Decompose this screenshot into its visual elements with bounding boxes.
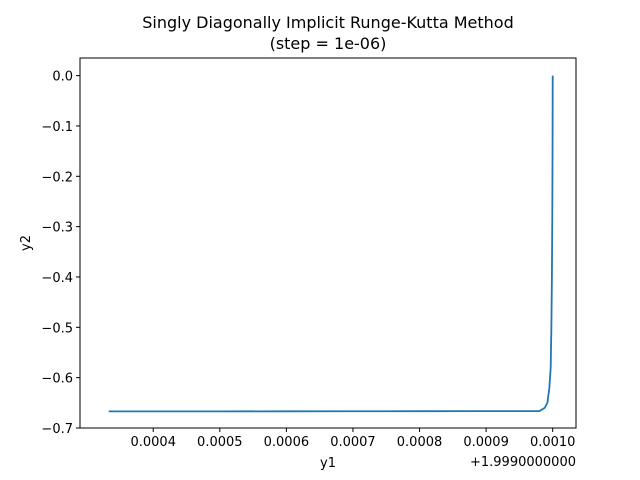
y-tick-label: −0.6 bbox=[41, 372, 73, 387]
y-axis-label: y2 bbox=[19, 235, 34, 251]
y-tick-label: −0.4 bbox=[41, 271, 73, 286]
x-axis-offset-label: +1.9990000000 bbox=[470, 455, 576, 470]
x-tick-label: 0.0008 bbox=[397, 435, 443, 450]
x-axis-label: y1 bbox=[320, 456, 336, 471]
chart-title: Singly Diagonally Implicit Runge-Kutta M… bbox=[142, 13, 514, 32]
x-tick-label: 0.0005 bbox=[197, 435, 243, 450]
data-series bbox=[108, 75, 554, 413]
plot-area-frame bbox=[79, 57, 577, 429]
x-tick-label: 0.0006 bbox=[264, 435, 310, 450]
y-axis-ticks: 0.0 −0.1 −0.2 −0.3 −0.4 −0.5 −0.6 −0.7 bbox=[41, 70, 80, 437]
y-tick-label: −0.7 bbox=[41, 422, 73, 437]
x-axis-ticks: 0.0004 0.0005 0.0006 0.0007 0.0008 0.0009 0.00… bbox=[130, 428, 575, 450]
series-line-0 bbox=[108, 75, 554, 413]
y-tick-label: 0.0 bbox=[52, 70, 73, 85]
y-tick-label: −0.5 bbox=[41, 321, 73, 336]
x-tick-label: 0.0007 bbox=[330, 435, 376, 450]
y-tick-label: −0.2 bbox=[41, 170, 73, 185]
x-tick-label: 0.0010 bbox=[530, 435, 576, 450]
chart-subtitle: (step = 1e-06) bbox=[270, 34, 387, 53]
y-tick-label: −0.3 bbox=[41, 221, 73, 236]
y-tick-label: −0.1 bbox=[41, 120, 73, 135]
x-tick-label: 0.0004 bbox=[130, 435, 176, 450]
x-tick-label: 0.0009 bbox=[463, 435, 509, 450]
